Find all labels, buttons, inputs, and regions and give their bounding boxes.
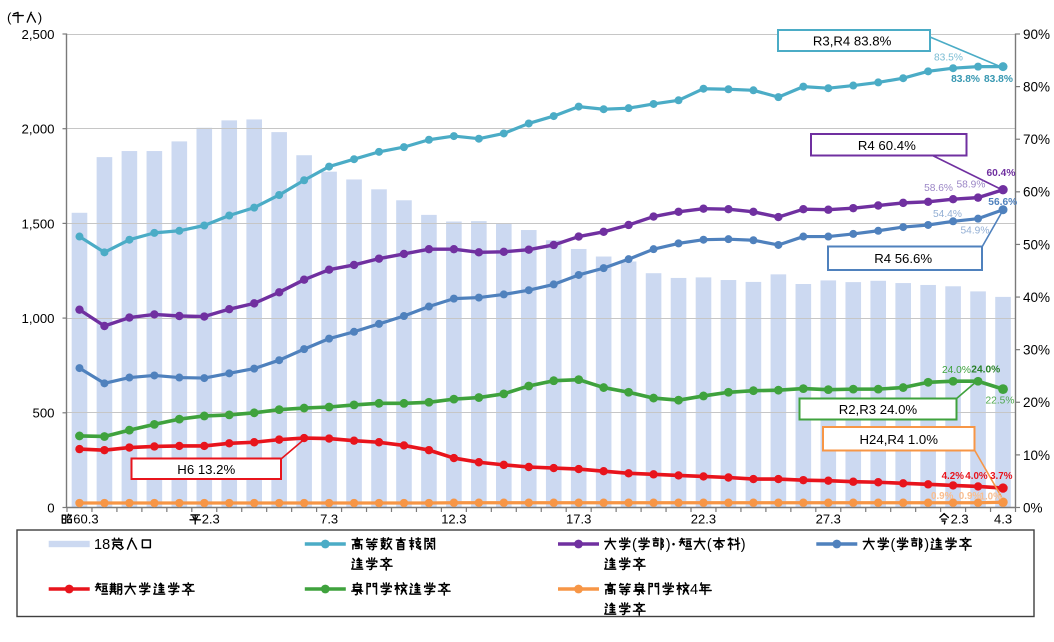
svg-text:): ) <box>924 537 929 553</box>
svg-text:H6 13.2%: H6 13.2% <box>177 462 235 477</box>
svg-text:1,000: 1,000 <box>22 311 55 326</box>
svg-text:20%: 20% <box>1023 395 1050 410</box>
svg-text:12.3: 12.3 <box>441 512 466 527</box>
svg-text:2.3: 2.3 <box>951 512 969 527</box>
svg-text:0.9%: 0.9% <box>959 491 982 502</box>
svg-text:83.8%: 83.8% <box>951 74 980 85</box>
svg-text:): ) <box>666 537 671 553</box>
svg-text:90%: 90% <box>1023 27 1050 42</box>
svg-text:27.3: 27.3 <box>816 512 841 527</box>
svg-text:54.4%: 54.4% <box>933 209 962 220</box>
svg-text:7.3: 7.3 <box>320 512 338 527</box>
svg-text:30%: 30% <box>1023 343 1050 358</box>
svg-text:(: ( <box>891 537 896 553</box>
svg-text:60.3: 60.3 <box>73 512 98 527</box>
svg-text:58.6%: 58.6% <box>924 183 953 194</box>
svg-text:0%: 0% <box>1023 500 1043 515</box>
svg-text:60%: 60% <box>1023 185 1050 200</box>
svg-text:60.4%: 60.4% <box>987 168 1016 179</box>
svg-text:24.0%: 24.0% <box>971 365 1000 376</box>
svg-text:83.5%: 83.5% <box>934 53 963 64</box>
svg-text:2,500: 2,500 <box>22 27 55 42</box>
svg-text:58.9%: 58.9% <box>957 179 986 190</box>
svg-text:(: ( <box>7 10 12 25</box>
svg-text:24.0%: 24.0% <box>942 365 971 376</box>
svg-text:17.3: 17.3 <box>566 512 591 527</box>
svg-text:22.3: 22.3 <box>691 512 716 527</box>
svg-text:4.3: 4.3 <box>994 512 1012 527</box>
svg-text:80%: 80% <box>1023 80 1050 95</box>
svg-text:H24,R4 1.0%: H24,R4 1.0% <box>860 432 939 447</box>
svg-text:R2,R3 24.0%: R2,R3 24.0% <box>839 402 918 417</box>
svg-text:500: 500 <box>33 406 55 421</box>
svg-text:56.6%: 56.6% <box>988 197 1017 208</box>
svg-text:1.0%: 1.0% <box>980 492 1003 503</box>
svg-text:(: ( <box>707 537 712 553</box>
svg-text:2,000: 2,000 <box>22 122 55 137</box>
svg-text:4.0%: 4.0% <box>965 471 988 482</box>
svg-text:): ) <box>741 537 746 553</box>
svg-text:83.8%: 83.8% <box>984 74 1013 85</box>
svg-text:70%: 70% <box>1023 132 1050 147</box>
svg-text:50%: 50% <box>1023 237 1050 252</box>
svg-text:2.3: 2.3 <box>202 512 220 527</box>
svg-text:R4 56.6%: R4 56.6% <box>874 251 932 266</box>
svg-text:R4 60.4%: R4 60.4% <box>858 138 916 153</box>
svg-text:R3,R4 83.8%: R3,R4 83.8% <box>813 34 892 49</box>
svg-text:(: ( <box>632 537 637 553</box>
svg-text:0.9%: 0.9% <box>931 491 954 502</box>
svg-text:4.2%: 4.2% <box>942 471 965 482</box>
svg-text:40%: 40% <box>1023 290 1050 305</box>
svg-text:0: 0 <box>47 500 54 515</box>
svg-text:18: 18 <box>94 537 110 553</box>
svg-text:10%: 10% <box>1023 448 1050 463</box>
svg-text:1,500: 1,500 <box>22 216 55 231</box>
svg-text:3.7%: 3.7% <box>990 471 1013 482</box>
svg-text:): ) <box>38 10 42 25</box>
svg-text:54.9%: 54.9% <box>961 226 990 237</box>
svg-text:22.5%: 22.5% <box>986 396 1015 407</box>
svg-text:4: 4 <box>690 582 698 598</box>
